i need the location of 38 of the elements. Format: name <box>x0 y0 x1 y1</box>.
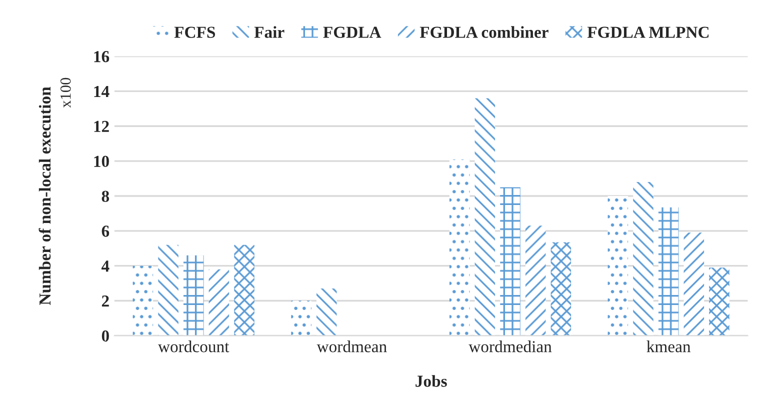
bar <box>291 300 312 336</box>
bar <box>684 232 704 336</box>
bar <box>234 244 254 336</box>
x-tick-label: wordmean <box>316 340 387 352</box>
bar <box>608 196 628 336</box>
bar <box>474 98 496 336</box>
bar <box>550 242 572 336</box>
y-tick-label: 12 <box>94 120 109 132</box>
y-axis-title: Number of non-local execution <box>38 86 51 306</box>
y-tick-label: 16 <box>94 51 110 62</box>
legend-label: FGDLA combiner <box>420 26 548 38</box>
bar <box>208 269 230 336</box>
bar <box>500 187 520 336</box>
x-tick-label: kmean <box>646 340 691 352</box>
bar <box>633 182 654 336</box>
x-axis-title: Jobs <box>416 375 447 387</box>
text: x100 <box>60 78 71 108</box>
y-tick-label: 8 <box>102 190 110 202</box>
bar <box>709 268 730 336</box>
x-tick-label: wordcount <box>158 340 230 352</box>
y-tick-label: 14 <box>94 86 110 97</box>
y-tick-label: 10 <box>94 156 109 168</box>
y-tick-label: 0 <box>102 330 109 342</box>
y-tick-label: 2 <box>102 296 109 307</box>
bar <box>449 159 470 336</box>
bar <box>158 244 178 336</box>
legend-label: FGDLA MLPNC <box>587 26 709 38</box>
x-tick-label: wordmedian <box>468 340 552 352</box>
legend-label: Fair <box>254 26 284 38</box>
legend-label: FGDLA <box>323 26 382 38</box>
bar <box>132 266 154 336</box>
y-tick-label: 6 <box>102 226 110 237</box>
bar <box>658 207 679 336</box>
bar <box>316 288 337 336</box>
bar <box>183 255 204 336</box>
y-tick-label: 4 <box>101 260 110 272</box>
bar <box>525 226 546 336</box>
legend-label: FCFS <box>174 26 216 38</box>
